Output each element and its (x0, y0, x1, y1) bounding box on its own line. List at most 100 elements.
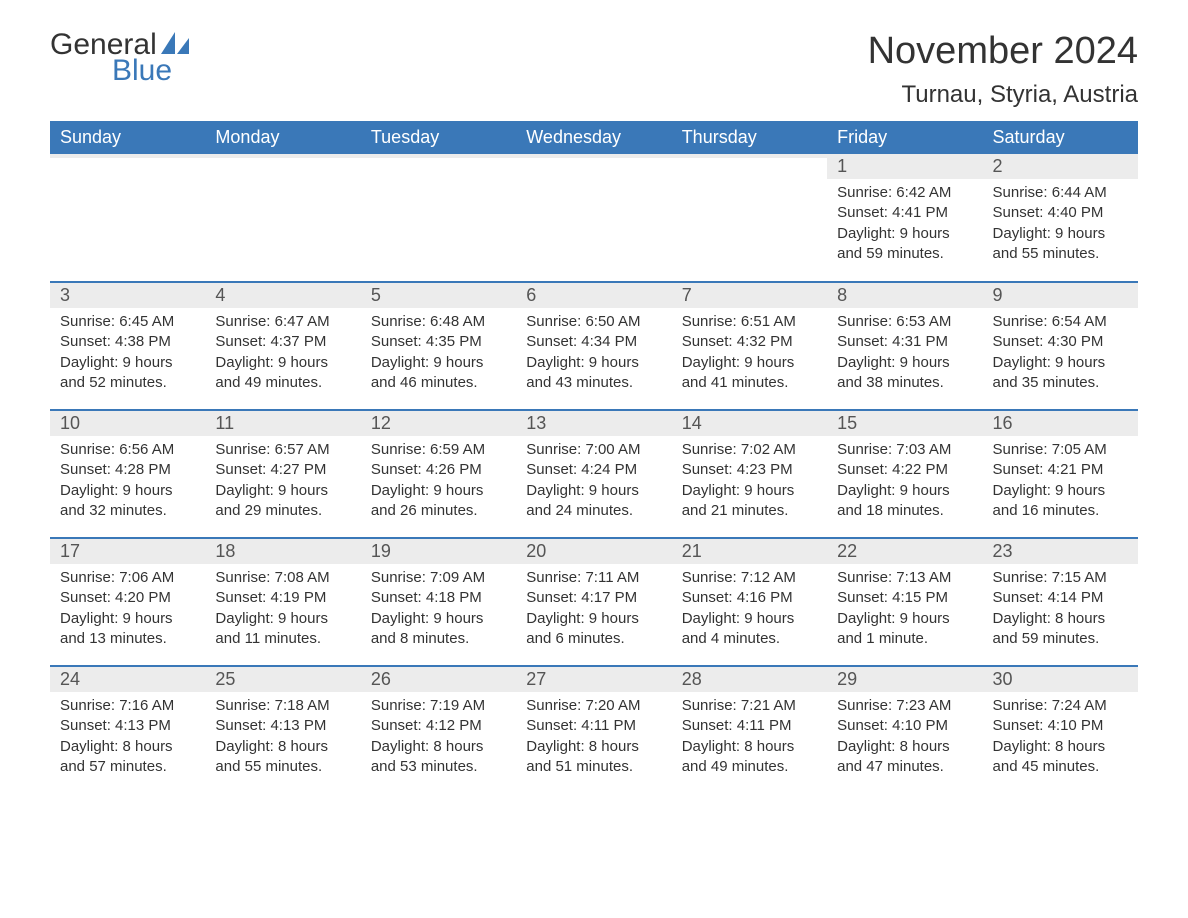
calendar-day-cell (205, 154, 360, 282)
sunrise-text: Sunrise: 6:42 AM (837, 183, 972, 203)
calendar-day-cell: 23Sunrise: 7:15 AMSunset: 4:14 PMDayligh… (983, 538, 1138, 666)
calendar-day-cell: 17Sunrise: 7:06 AMSunset: 4:20 PMDayligh… (50, 538, 205, 666)
day-number: 7 (672, 283, 827, 308)
daylight1-text: Daylight: 9 hours (526, 353, 661, 373)
daylight2-text: and 38 minutes. (837, 373, 972, 393)
sunrise-text: Sunrise: 6:44 AM (993, 183, 1128, 203)
daylight2-text: and 47 minutes. (837, 757, 972, 777)
sunset-text: Sunset: 4:20 PM (60, 588, 195, 608)
daylight1-text: Daylight: 9 hours (60, 353, 195, 373)
calendar-day-cell: 29Sunrise: 7:23 AMSunset: 4:10 PMDayligh… (827, 666, 982, 794)
daylight2-text: and 16 minutes. (993, 501, 1128, 521)
day-details: Sunrise: 6:57 AMSunset: 4:27 PMDaylight:… (205, 436, 360, 529)
sunrise-text: Sunrise: 6:53 AM (837, 312, 972, 332)
daylight2-text: and 45 minutes. (993, 757, 1128, 777)
day-details: Sunrise: 7:00 AMSunset: 4:24 PMDaylight:… (516, 436, 671, 529)
day-number: 14 (672, 411, 827, 436)
sunrise-text: Sunrise: 7:00 AM (526, 440, 661, 460)
daylight2-text: and 55 minutes. (215, 757, 350, 777)
day-details: Sunrise: 7:24 AMSunset: 4:10 PMDaylight:… (983, 692, 1138, 785)
daylight2-text: and 59 minutes. (993, 629, 1128, 649)
calendar-day-cell: 19Sunrise: 7:09 AMSunset: 4:18 PMDayligh… (361, 538, 516, 666)
day-number: 24 (50, 667, 205, 692)
day-number: 29 (827, 667, 982, 692)
daylight2-text: and 4 minutes. (682, 629, 817, 649)
daylight2-text: and 49 minutes. (215, 373, 350, 393)
sunset-text: Sunset: 4:18 PM (371, 588, 506, 608)
day-details: Sunrise: 7:18 AMSunset: 4:13 PMDaylight:… (205, 692, 360, 785)
sunset-text: Sunset: 4:21 PM (993, 460, 1128, 480)
sunset-text: Sunset: 4:11 PM (682, 716, 817, 736)
daylight1-text: Daylight: 9 hours (837, 481, 972, 501)
day-number: 27 (516, 667, 671, 692)
day-details: Sunrise: 7:23 AMSunset: 4:10 PMDaylight:… (827, 692, 982, 785)
daylight2-text: and 11 minutes. (215, 629, 350, 649)
daylight1-text: Daylight: 9 hours (837, 353, 972, 373)
day-number: 15 (827, 411, 982, 436)
day-header: Sunday (50, 121, 205, 154)
daylight2-text: and 41 minutes. (682, 373, 817, 393)
day-number: 10 (50, 411, 205, 436)
logo-text-blue: Blue (112, 56, 189, 86)
sunrise-text: Sunrise: 7:18 AM (215, 696, 350, 716)
calendar-day-cell: 16Sunrise: 7:05 AMSunset: 4:21 PMDayligh… (983, 410, 1138, 538)
daylight2-text: and 57 minutes. (60, 757, 195, 777)
sunrise-text: Sunrise: 7:03 AM (837, 440, 972, 460)
calendar-day-cell: 12Sunrise: 6:59 AMSunset: 4:26 PMDayligh… (361, 410, 516, 538)
daylight1-text: Daylight: 9 hours (526, 609, 661, 629)
day-number: 22 (827, 539, 982, 564)
day-number: 8 (827, 283, 982, 308)
daylight1-text: Daylight: 9 hours (60, 609, 195, 629)
day-details: Sunrise: 6:50 AMSunset: 4:34 PMDaylight:… (516, 308, 671, 401)
sunrise-text: Sunrise: 7:12 AM (682, 568, 817, 588)
sunset-text: Sunset: 4:10 PM (837, 716, 972, 736)
sunset-text: Sunset: 4:31 PM (837, 332, 972, 352)
day-details: Sunrise: 7:21 AMSunset: 4:11 PMDaylight:… (672, 692, 827, 785)
sunrise-text: Sunrise: 6:48 AM (371, 312, 506, 332)
sunrise-text: Sunrise: 7:24 AM (993, 696, 1128, 716)
calendar-day-cell (50, 154, 205, 282)
calendar-day-cell: 1Sunrise: 6:42 AMSunset: 4:41 PMDaylight… (827, 154, 982, 282)
sunset-text: Sunset: 4:10 PM (993, 716, 1128, 736)
day-details: Sunrise: 7:13 AMSunset: 4:15 PMDaylight:… (827, 564, 982, 657)
day-details: Sunrise: 7:09 AMSunset: 4:18 PMDaylight:… (361, 564, 516, 657)
calendar-week-row: 17Sunrise: 7:06 AMSunset: 4:20 PMDayligh… (50, 538, 1138, 666)
calendar-day-cell: 14Sunrise: 7:02 AMSunset: 4:23 PMDayligh… (672, 410, 827, 538)
daylight1-text: Daylight: 8 hours (371, 737, 506, 757)
daylight1-text: Daylight: 8 hours (215, 737, 350, 757)
daylight2-text: and 21 minutes. (682, 501, 817, 521)
daylight2-text: and 51 minutes. (526, 757, 661, 777)
daylight2-text: and 13 minutes. (60, 629, 195, 649)
calendar-day-cell: 25Sunrise: 7:18 AMSunset: 4:13 PMDayligh… (205, 666, 360, 794)
day-header-row: Sunday Monday Tuesday Wednesday Thursday… (50, 121, 1138, 154)
daylight1-text: Daylight: 8 hours (993, 737, 1128, 757)
calendar-day-cell: 24Sunrise: 7:16 AMSunset: 4:13 PMDayligh… (50, 666, 205, 794)
day-details: Sunrise: 6:53 AMSunset: 4:31 PMDaylight:… (827, 308, 982, 401)
day-number: 1 (827, 154, 982, 179)
day-number: 19 (361, 539, 516, 564)
sunrise-text: Sunrise: 7:06 AM (60, 568, 195, 588)
daylight2-text: and 55 minutes. (993, 244, 1128, 264)
daylight2-text: and 49 minutes. (682, 757, 817, 777)
sunset-text: Sunset: 4:38 PM (60, 332, 195, 352)
calendar-day-cell (361, 154, 516, 282)
calendar-day-cell: 3Sunrise: 6:45 AMSunset: 4:38 PMDaylight… (50, 282, 205, 410)
day-header: Monday (205, 121, 360, 154)
daylight1-text: Daylight: 9 hours (837, 224, 972, 244)
month-title: November 2024 (868, 30, 1138, 73)
calendar-day-cell: 4Sunrise: 6:47 AMSunset: 4:37 PMDaylight… (205, 282, 360, 410)
daylight1-text: Daylight: 9 hours (993, 481, 1128, 501)
sunrise-text: Sunrise: 7:13 AM (837, 568, 972, 588)
day-header: Saturday (983, 121, 1138, 154)
sunrise-text: Sunrise: 6:45 AM (60, 312, 195, 332)
sunrise-text: Sunrise: 6:51 AM (682, 312, 817, 332)
day-number: 4 (205, 283, 360, 308)
daylight2-text: and 43 minutes. (526, 373, 661, 393)
daylight1-text: Daylight: 8 hours (526, 737, 661, 757)
calendar-day-cell (672, 154, 827, 282)
daylight2-text: and 53 minutes. (371, 757, 506, 777)
day-details: Sunrise: 7:11 AMSunset: 4:17 PMDaylight:… (516, 564, 671, 657)
calendar-day-cell: 7Sunrise: 6:51 AMSunset: 4:32 PMDaylight… (672, 282, 827, 410)
daylight2-text: and 29 minutes. (215, 501, 350, 521)
sunrise-text: Sunrise: 7:20 AM (526, 696, 661, 716)
